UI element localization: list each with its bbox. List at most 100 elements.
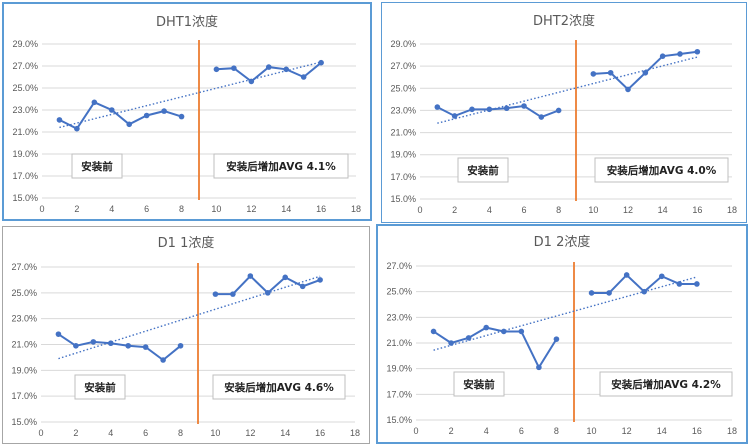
x-tick-label: 16 [692,426,702,436]
data-point [160,357,166,363]
y-tick-label: 27.0% [390,61,416,71]
data-point [536,364,542,371]
data-point [300,74,307,80]
x-tick-label: 2 [449,426,454,436]
x-tick-label: 12 [245,428,255,438]
data-point [247,273,254,279]
data-point [677,51,683,57]
y-tick-label: 17.0% [12,171,38,181]
data-point [486,106,493,113]
annotation-label: 安装前 [81,160,113,173]
y-tick-label: 25.0% [390,83,416,93]
data-point [177,342,184,349]
x-tick-label: 14 [280,428,290,438]
x-tick-label: 4 [487,205,492,215]
y-tick-label: 29.0% [12,39,38,49]
annotation-label: 安装前 [84,381,116,394]
trendline [59,61,322,129]
x-tick-label: 16 [692,205,702,215]
chart-svg: D1 1浓度 15.0% 17.0% 19.0% 21.0% 23.0% 25.0% 27.0… [11,235,360,438]
data-point [518,328,525,335]
annotation-box [71,153,123,179]
data-point [625,86,631,93]
x-tick-label: 10 [211,204,221,214]
series-line [436,104,560,119]
annotation-box [212,374,346,400]
x-tick-label: 14 [657,426,667,436]
y-tick-label: 15.0% [390,194,416,204]
chart-svg: D1 2浓度 15.0% 17.0% 19.0% 21.0% 23.0% 25.0% 27.0… [386,234,737,436]
x-tick-label: 8 [179,204,184,214]
y-tick-label: 15.0% [11,417,37,427]
chart-svg: DHT1浓度 15.0% 17.0% 19.0% 21.0% 23.0% 25.0% 27.0… [12,14,361,214]
series-line [58,101,182,130]
chart-title: DHT1浓度 [156,14,218,30]
annotation-box [74,374,126,400]
y-tick-label: 23.0% [12,105,38,115]
data-point [317,277,323,283]
annotation-label: 安装后增加AVG 4.1% [226,160,336,173]
x-tick-label: 10 [587,426,597,436]
x-tick-label: 6 [143,428,148,438]
chart-title: D1 1浓度 [158,235,215,251]
annotation-box [599,371,733,397]
data-point [694,281,700,287]
data-point [483,324,490,331]
annotation-box [453,371,505,397]
x-tick-label: 0 [417,205,422,215]
y-tick-label: 19.0% [11,365,37,375]
y-tick-label: 21.0% [390,128,416,138]
annotation-box [213,153,349,179]
y-tick-label: 17.0% [386,389,412,399]
y-tick-label: 21.0% [11,340,37,350]
data-point [91,99,98,106]
data-point [694,48,701,55]
y-tick-label: 25.0% [386,287,412,297]
data-point [538,114,545,120]
x-tick-label: 18 [727,205,737,215]
x-tick-label: 16 [315,428,325,438]
data-point [641,288,648,295]
data-point [469,106,475,113]
y-tick-label: 21.0% [12,127,38,137]
x-tick-label: 0 [39,204,44,214]
y-tick-label: 23.0% [386,312,412,322]
y-tick-label: 29.0% [390,39,416,49]
data-point [676,281,683,287]
trendline [437,56,698,124]
data-point [283,66,290,73]
x-tick-label: 4 [109,204,114,214]
data-point [590,71,597,77]
data-point [142,344,149,350]
series-line [57,333,182,362]
chart-panel-dht1: DHT1浓度 15.0% 17.0% 19.0% 21.0% 23.0% 25.0% 27.0… [2,2,372,221]
data-point [623,272,630,278]
y-tick-label: 23.0% [11,314,37,324]
annotation-label: 安装后增加AVG 4.2% [611,378,721,391]
y-tick-label: 23.0% [390,105,416,115]
data-point [248,78,255,85]
data-point [659,53,666,59]
data-point [73,342,79,349]
y-tick-label: 19.0% [390,150,416,160]
annotation-label: 安装前 [467,164,499,177]
data-point [555,107,562,114]
x-tick-label: 12 [246,204,256,214]
annotation-label: 安装前 [463,378,495,391]
data-point [107,340,114,347]
data-point [126,121,133,128]
x-tick-label: 12 [623,205,633,215]
y-tick-label: 25.0% [11,288,37,298]
chart-panel-d1-1: D1 1浓度 15.0% 17.0% 19.0% 21.0% 23.0% 25.0% 27.0… [2,226,370,444]
x-tick-label: 18 [350,428,360,438]
data-point [434,104,441,110]
y-tick-label: 27.0% [386,261,412,271]
annotation-label: 安装后增加AVG 4.0% [607,164,717,177]
data-point [448,340,454,346]
data-point [230,291,236,297]
x-tick-label: 4 [108,428,113,438]
data-point [658,273,665,280]
data-point [465,335,472,341]
data-point [500,328,507,335]
x-tick-label: 10 [210,428,220,438]
